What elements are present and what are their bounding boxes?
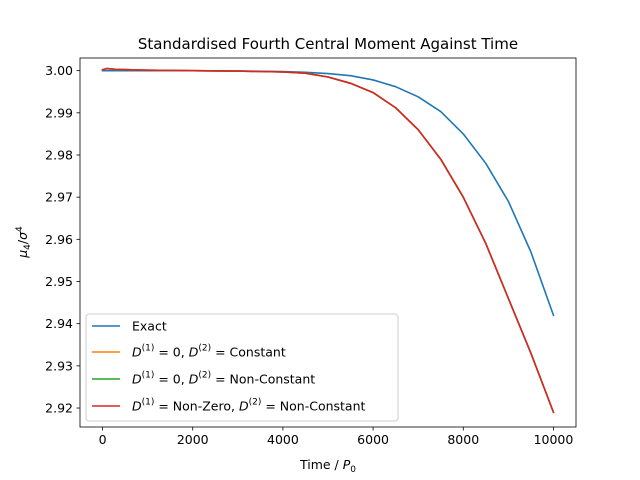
y-tick-label: 2.98 [45, 147, 73, 162]
x-axis: 0 2000 4000 6000 8000 10000 [99, 427, 574, 447]
legend-label-part: (2) [249, 398, 262, 408]
y-axis-label-slash: / [15, 239, 30, 244]
legend-box [85, 313, 399, 422]
legend-label-part: D [132, 372, 142, 387]
legend-label-0: Exact [132, 319, 167, 334]
legend-label-part: (2) [198, 371, 211, 381]
plot-area [101, 67, 555, 414]
y-axis-label-sigma: σ [15, 231, 30, 240]
legend-label-2: D(1) = 0, D(2) = Non-Constant [132, 371, 315, 387]
x-tick-label: 0 [99, 432, 107, 447]
legend-label-part: = 0, [154, 345, 188, 360]
legend-label-part: (2) [198, 344, 211, 354]
legend-label-part: = Non-Constant [261, 399, 365, 414]
legend-label-1: D(1) = 0, D(2) = Constant [132, 344, 286, 360]
y-axis: 2.92 2.93 2.94 2.95 2.96 2.97 2.98 2.99 3.00 [45, 63, 80, 416]
legend-label-part: (1) [142, 344, 155, 354]
legend-label-3: D(1) = Non-Zero, D(2) = Non-Constant [132, 398, 366, 414]
legend-label-part: Exact [132, 319, 167, 334]
legend-label-part: (1) [142, 371, 155, 381]
legend-label-part: D [132, 399, 142, 414]
x-tick-label: 4000 [267, 432, 299, 447]
chart-title: Standardised Fourth Central Moment Again… [138, 35, 518, 53]
axes-frame [79, 57, 577, 428]
y-axis-label-mu-subscript: 4 [23, 244, 33, 250]
y-axis-label-sigma-superscript: 4 [15, 226, 25, 232]
x-tick-label: 6000 [357, 432, 389, 447]
x-axis-label-main: Time / [299, 457, 343, 472]
legend-label-part: = Constant [211, 345, 286, 360]
legend-label-part: D [239, 399, 249, 414]
y-tick-label: 2.97 [45, 190, 73, 205]
x-axis-label-subscript: 0 [350, 465, 356, 475]
y-tick-label: 2.94 [45, 316, 73, 331]
x-axis-label: Time / P0 [299, 457, 356, 475]
y-tick-label: 2.92 [45, 401, 73, 416]
legend-label-part: (1) [142, 398, 155, 408]
legend-label-part: D [189, 372, 199, 387]
legend-label-part: = Non-Constant [211, 372, 315, 387]
legend-label-part: = 0, [154, 372, 188, 387]
y-tick-label: 2.99 [45, 105, 73, 120]
x-tick-label: 8000 [447, 432, 479, 447]
legend-label-part: D [132, 345, 142, 360]
y-tick-label: 2.93 [45, 358, 73, 373]
y-axis-label: μ4/σ4 [15, 226, 33, 259]
series-line-3 [101, 67, 555, 414]
y-axis-label-mu: μ [15, 250, 30, 259]
y-tick-label: 2.96 [45, 232, 73, 247]
x-axis-label-symbol: P [343, 457, 351, 472]
x-tick-label: 2000 [177, 432, 209, 447]
y-tick-label: 3.00 [45, 63, 73, 78]
y-tick-label: 2.95 [45, 274, 73, 289]
legend-label-part: D [189, 345, 199, 360]
x-tick-label: 10000 [534, 432, 574, 447]
legend-label-part: = Non-Zero, [154, 399, 239, 414]
series-line-0 [101, 69, 555, 317]
